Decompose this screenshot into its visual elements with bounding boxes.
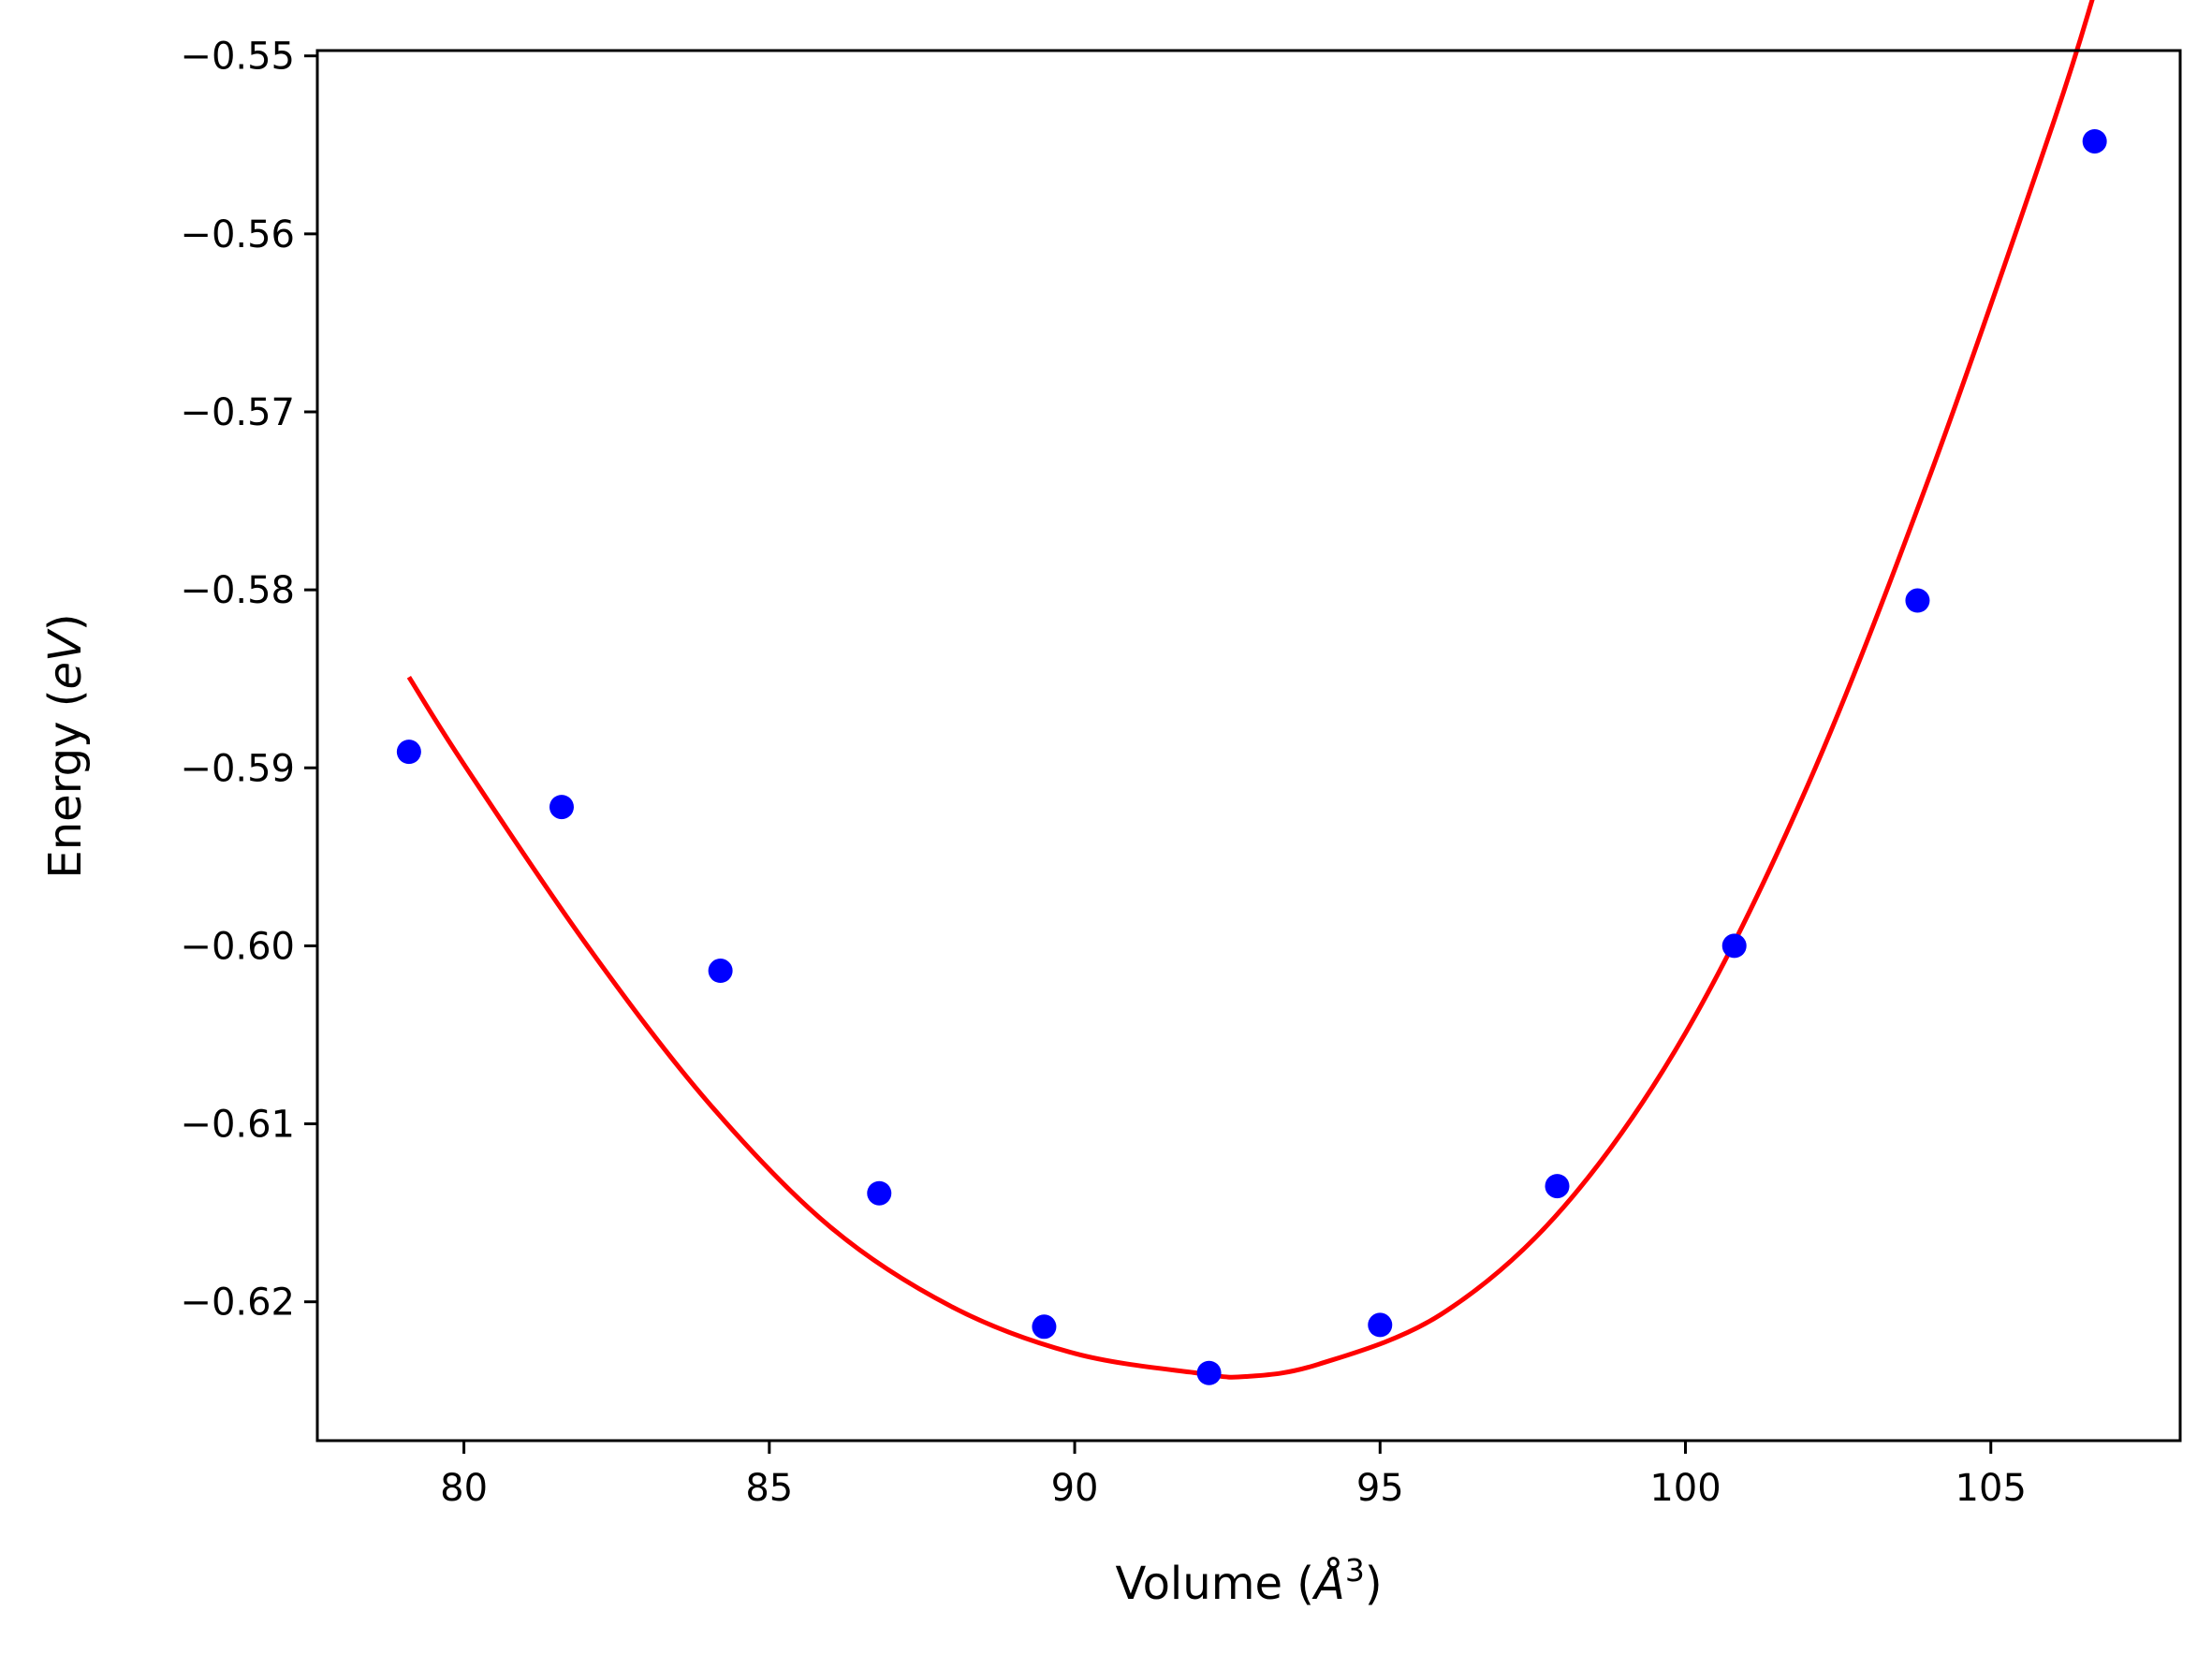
- y-tick-label: −0.59: [180, 747, 295, 790]
- x-tick-label: 90: [1051, 1467, 1099, 1510]
- y-tick-label: −0.58: [180, 569, 295, 612]
- y-axis-label: Energy (eV): [39, 613, 92, 878]
- data-point: [396, 740, 421, 765]
- data-point: [1721, 933, 1747, 959]
- data-point: [2082, 128, 2107, 154]
- plot-frame: [315, 49, 2182, 1443]
- x-axis-label: Volume (Å3): [1115, 1552, 1382, 1610]
- x-axis-ticks: 80 85 90 95 100 105: [440, 1441, 2027, 1510]
- data-point: [1368, 1312, 1393, 1338]
- data-point: [1545, 1174, 1570, 1199]
- x-tick-label: 95: [1356, 1467, 1404, 1510]
- fit-curve: [406, 0, 2095, 1380]
- data-point: [1905, 588, 1930, 613]
- y-tick-label: −0.61: [180, 1104, 295, 1147]
- x-tick-label: 80: [440, 1467, 488, 1510]
- data-point: [867, 1180, 892, 1206]
- y-axis-ticks: −0.55 −0.56 −0.57 −0.58 −0.59 −0.60 −0.61 −0.62: [180, 36, 317, 1325]
- data-point: [1032, 1314, 1057, 1340]
- y-tick-label: −0.56: [180, 213, 295, 256]
- y-tick-label: −0.55: [180, 36, 295, 79]
- data-point: [549, 795, 574, 820]
- data-point: [1196, 1360, 1222, 1385]
- x-tick-label: 85: [745, 1467, 793, 1510]
- y-tick-label: −0.57: [180, 391, 295, 434]
- x-tick-label: 100: [1649, 1467, 1721, 1510]
- fit-curve-layer: [406, 0, 2095, 1380]
- x-tick-label: 105: [1956, 1467, 2027, 1510]
- data-point: [708, 959, 733, 984]
- y-tick-label: −0.62: [180, 1282, 295, 1325]
- y-tick-label: −0.60: [180, 925, 295, 968]
- data-points-layer: [396, 128, 2107, 1385]
